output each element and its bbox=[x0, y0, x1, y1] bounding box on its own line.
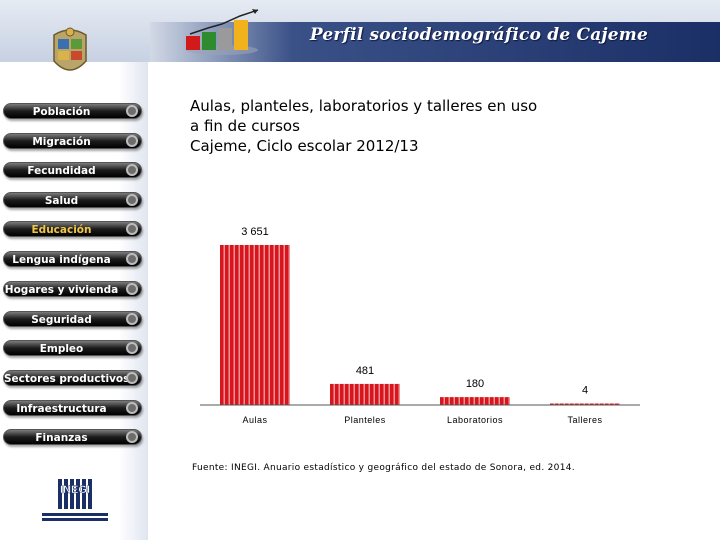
sidebar-item-migración[interactable]: Migración bbox=[3, 133, 142, 149]
menu-knob-icon bbox=[126, 135, 138, 147]
menu-knob-icon bbox=[126, 372, 138, 384]
bar-chart: 3 651 Aulas 481 Planteles 180 Laboratorios 4 Ta… bbox=[200, 226, 640, 425]
bar-talleres bbox=[550, 403, 620, 405]
sidebar-item-infraestructura[interactable]: Infraestructura bbox=[3, 400, 142, 416]
sidebar-item-población[interactable]: Población bbox=[3, 103, 142, 119]
menu-knob-icon bbox=[126, 402, 138, 414]
menu-knob-icon bbox=[126, 313, 138, 325]
chart-title: Aulas, planteles, laboratorios y tallere… bbox=[190, 97, 538, 155]
municipal-crest-icon bbox=[53, 27, 87, 71]
sidebar-item-label: Hogares y vivienda bbox=[4, 284, 119, 296]
sidebar-item-label: Fecundidad bbox=[27, 165, 96, 177]
menu-knob-icon bbox=[126, 105, 138, 117]
x-tick-label: Laboratorios bbox=[447, 415, 503, 425]
menu-knob-icon bbox=[126, 431, 138, 443]
bar-chart-logo-icon bbox=[186, 9, 259, 55]
menu-knob-icon bbox=[126, 194, 138, 206]
sidebar-item-label: Migración bbox=[32, 136, 91, 148]
menu-knob-icon bbox=[126, 283, 138, 295]
sidebar-item-label: Finanzas bbox=[35, 432, 88, 444]
sidebar-item-sectores-productivos[interactable]: Sectores productivos bbox=[3, 370, 142, 386]
sidebar-item-salud[interactable]: Salud bbox=[3, 192, 142, 208]
menu-knob-icon bbox=[126, 253, 138, 265]
sidebar-item-label: Sectores productivos bbox=[4, 373, 130, 385]
sidebar-item-label: Infraestructura bbox=[16, 403, 107, 415]
sidebar-item-seguridad[interactable]: Seguridad bbox=[3, 311, 142, 327]
data-label: 4 bbox=[582, 385, 588, 397]
sidebar-item-label: Salud bbox=[44, 195, 79, 207]
sidebar-item-hogares-y-vivienda[interactable]: Hogares y vivienda bbox=[3, 281, 142, 297]
sidebar-item-empleo[interactable]: Empleo bbox=[3, 340, 142, 356]
bar-laboratorios bbox=[440, 397, 510, 405]
inegi-logo-icon: INEGI bbox=[42, 479, 108, 521]
bar-aulas bbox=[220, 245, 290, 405]
source-note: Fuente: INEGI. Anuario estadístico y geo… bbox=[192, 463, 575, 473]
menu-knob-icon bbox=[126, 164, 138, 176]
sidebar-item-educación[interactable]: Educación bbox=[3, 221, 142, 237]
data-label: 180 bbox=[466, 378, 484, 390]
bar-planteles bbox=[330, 383, 400, 405]
sidebar-item-label: Lengua indígena bbox=[12, 254, 111, 266]
sidebar-item-finanzas[interactable]: Finanzas bbox=[3, 429, 142, 445]
x-tick-label: Talleres bbox=[567, 415, 602, 425]
sidebar-item-label: Población bbox=[32, 106, 91, 118]
inegi-logo-text: INEGI bbox=[60, 484, 90, 496]
sidebar-item-fecundidad[interactable]: Fecundidad bbox=[3, 162, 142, 178]
sidebar-item-label: Seguridad bbox=[31, 314, 92, 326]
menu-knob-icon bbox=[126, 223, 138, 235]
sidebar-item-label: Empleo bbox=[39, 343, 84, 355]
x-tick-label: Aulas bbox=[242, 415, 267, 425]
data-label: 481 bbox=[356, 365, 374, 377]
menu-knob-icon bbox=[126, 342, 138, 354]
data-label: 3 651 bbox=[241, 226, 269, 238]
sidebar-item-lengua-indígena[interactable]: Lengua indígena bbox=[3, 251, 142, 267]
page-title: Perfil sociodemográfico de Cajeme bbox=[309, 25, 648, 45]
sidebar-item-label: Educación bbox=[31, 224, 92, 236]
x-tick-label: Planteles bbox=[344, 415, 386, 425]
